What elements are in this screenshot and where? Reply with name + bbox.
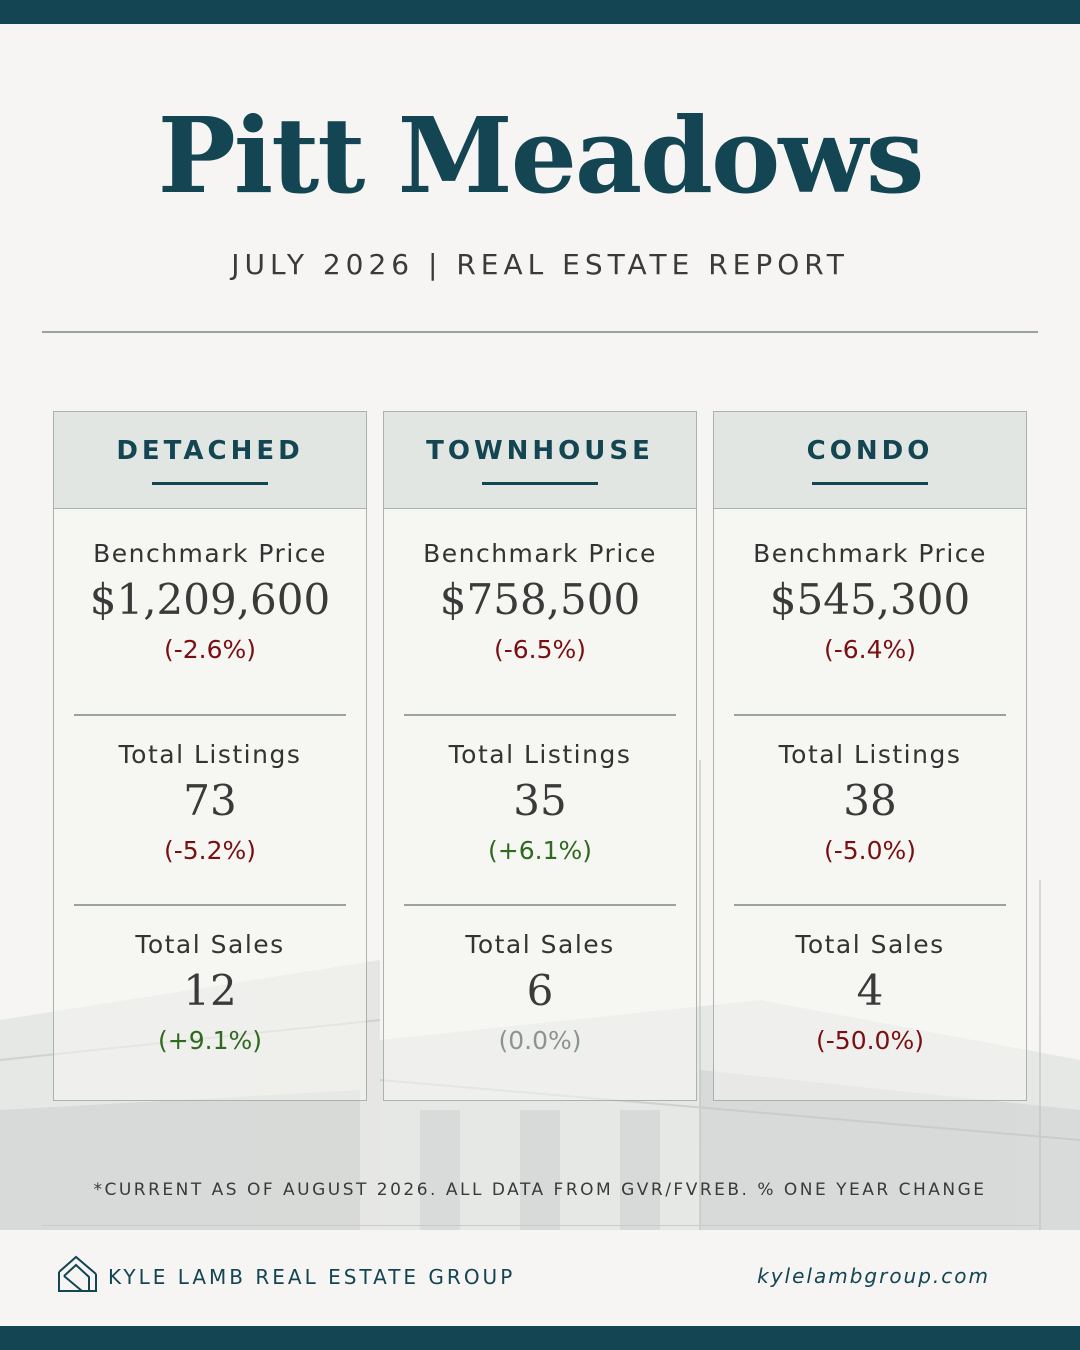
benchmark-price-stat: Benchmark Price $1,209,600 (-2.6%) (54, 538, 366, 670)
stat-value: $545,300 (769, 575, 971, 624)
website-link[interactable]: kylelambgroup.com (757, 1264, 990, 1288)
card-label-underline (152, 482, 268, 485)
benchmark-price-stat: Benchmark Price $758,500 (-6.5%) (384, 538, 696, 670)
stat-divider (74, 714, 346, 716)
stat-change: (+9.1%) (158, 1026, 262, 1055)
stat-value: 38 (843, 776, 897, 825)
total-sales-stat: Total Sales 12 (+9.1%) (54, 929, 366, 1061)
card-condo: CONDO Benchmark Price $545,300 (-6.4%) T… (713, 411, 1027, 1101)
total-listings-stat: Total Listings 73 (-5.2%) (54, 739, 366, 871)
card-label-underline (812, 482, 928, 485)
total-listings-stat: Total Listings 38 (-5.0%) (714, 739, 1026, 871)
page-title: Pitt Meadows (157, 94, 925, 217)
stat-value: 73 (183, 776, 237, 825)
stat-change: (-5.0%) (823, 836, 917, 865)
stat-name: Total Sales (135, 930, 285, 959)
card-label: TOWNHOUSE (426, 436, 654, 466)
benchmark-price-stat: Benchmark Price $545,300 (-6.4%) (714, 538, 1026, 670)
card-label-underline (482, 482, 598, 485)
stat-name: Benchmark Price (423, 539, 657, 568)
stat-name: Total Listings (778, 740, 962, 769)
stat-name: Total Sales (465, 930, 615, 959)
top-accent-bar (0, 0, 1080, 24)
header-divider (42, 331, 1038, 333)
stat-value: 6 (526, 966, 554, 1015)
card-header: DETACHED (54, 412, 366, 509)
stat-change: (-6.5%) (493, 635, 587, 664)
card-detached: DETACHED Benchmark Price $1,209,600 (-2.… (53, 411, 367, 1101)
bottom-accent-bar (0, 1326, 1080, 1350)
stat-name: Total Sales (795, 930, 945, 959)
total-listings-stat: Total Listings 35 (+6.1%) (384, 739, 696, 871)
stat-value: 35 (513, 776, 567, 825)
card-label: DETACHED (116, 436, 304, 466)
data-footnote: *CURRENT AS OF AUGUST 2026. ALL DATA FRO… (93, 1180, 987, 1200)
stat-name: Total Listings (118, 740, 302, 769)
brand-name: KYLE LAMB REAL ESTATE GROUP (108, 1265, 516, 1289)
stat-value: 4 (856, 966, 884, 1015)
stat-value: $1,209,600 (89, 575, 331, 624)
stat-divider (404, 904, 676, 906)
stat-divider (734, 904, 1006, 906)
card-label: CONDO (806, 436, 934, 466)
stat-name: Benchmark Price (753, 539, 987, 568)
stat-value: 12 (183, 966, 237, 1015)
stat-change: (-50.0%) (816, 1026, 924, 1055)
stat-name: Benchmark Price (93, 539, 327, 568)
card-townhouse: TOWNHOUSE Benchmark Price $758,500 (-6.5… (383, 411, 697, 1101)
stat-change: (+6.1%) (488, 836, 592, 865)
house-outline-icon (56, 1254, 100, 1294)
stat-value: $758,500 (439, 575, 641, 624)
card-header: CONDO (714, 412, 1026, 509)
card-header: TOWNHOUSE (384, 412, 696, 509)
stat-name: Total Listings (448, 740, 632, 769)
stat-change: (-2.6%) (163, 635, 257, 664)
stat-divider (734, 714, 1006, 716)
stat-change: (-6.4%) (823, 635, 917, 664)
stat-divider (404, 714, 676, 716)
footer-divider (42, 1225, 1038, 1226)
stat-divider (74, 904, 346, 906)
total-sales-stat: Total Sales 6 (0.0%) (384, 929, 696, 1061)
stat-change: (0.0%) (498, 1026, 582, 1055)
total-sales-stat: Total Sales 4 (-50.0%) (714, 929, 1026, 1061)
stat-change: (-5.2%) (163, 836, 257, 865)
report-subtitle: JULY 2026 | REAL ESTATE REPORT (231, 248, 849, 281)
